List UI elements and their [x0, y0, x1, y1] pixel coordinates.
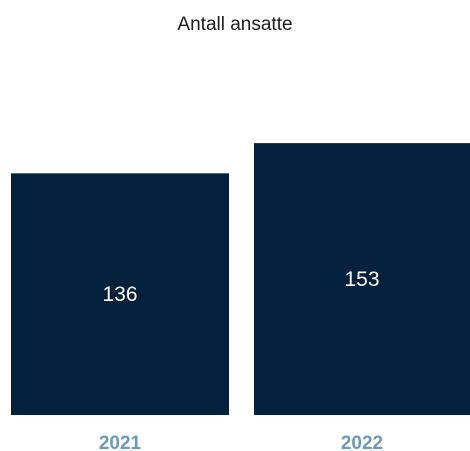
bar-value-label-2022: 153: [344, 268, 379, 291]
labels-layer: 136 2021 153 2022: [99, 268, 383, 451]
bar-value-label-2021: 136: [102, 283, 137, 306]
category-label-2021: 2021: [99, 433, 142, 451]
category-label-2022: 2022: [341, 433, 383, 451]
chart-title: Antall ansatte: [177, 14, 293, 35]
bar-2021: [11, 173, 229, 415]
bars-layer: [11, 143, 470, 415]
bar-2022: [254, 143, 470, 415]
